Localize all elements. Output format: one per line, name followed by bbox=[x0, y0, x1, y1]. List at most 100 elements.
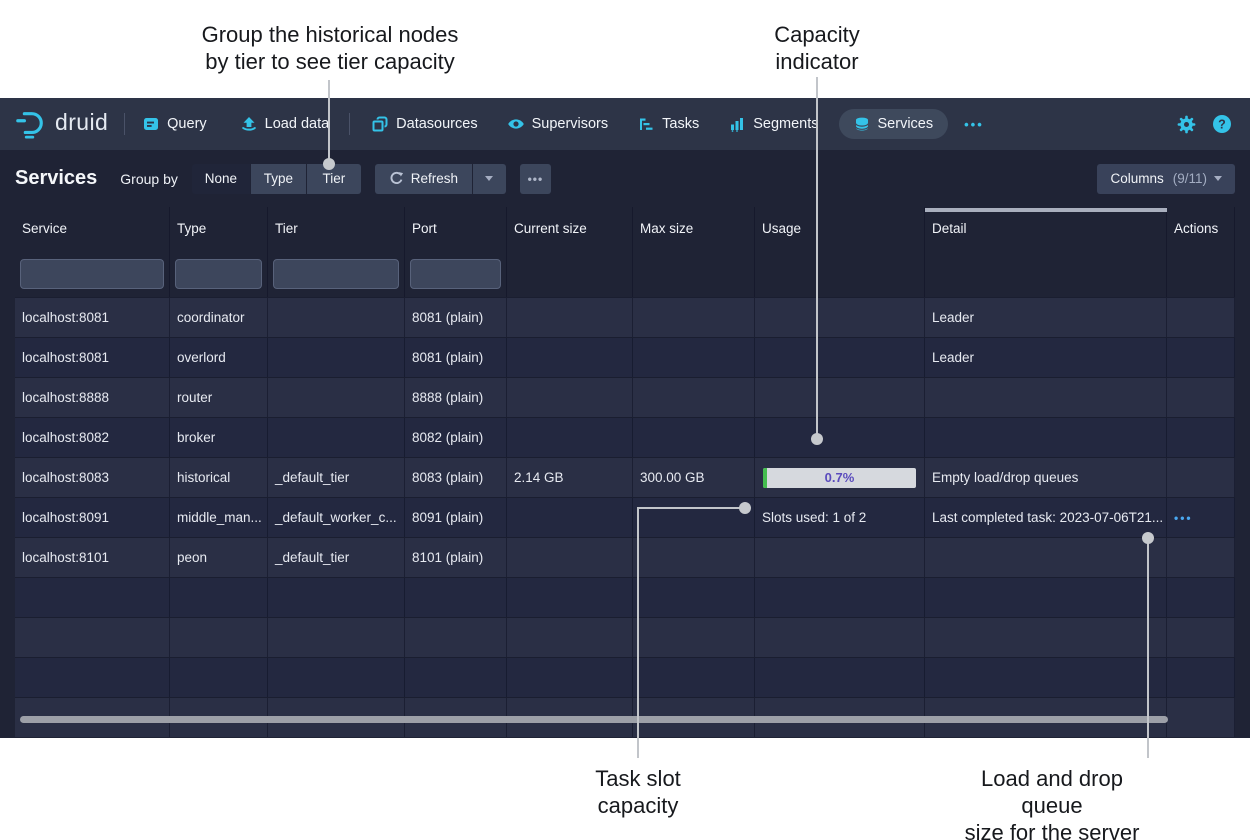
table-header-row: Service Type Tier Port Current size Max … bbox=[15, 207, 1235, 250]
cell-max-size bbox=[633, 418, 755, 457]
nav-item-tasks[interactable]: Tasks bbox=[638, 116, 699, 132]
annotation-task-slot-capacity: Task slot capacity bbox=[595, 766, 681, 818]
nav-item-segments[interactable]: Segments bbox=[729, 116, 819, 132]
cell-actions bbox=[1167, 338, 1235, 377]
columns-button[interactable]: Columns (9/11) bbox=[1097, 163, 1235, 194]
nav-item-supervisors[interactable]: Supervisors bbox=[507, 116, 608, 132]
druid-logo-text: druid bbox=[55, 109, 109, 135]
table-row-historical: localhost:8083 historical _default_tier … bbox=[15, 457, 1235, 497]
druid-logo[interactable]: druid bbox=[14, 109, 108, 139]
refresh-options-button[interactable] bbox=[472, 163, 506, 194]
cell-usage bbox=[755, 418, 925, 457]
callout-dot-loaddrop bbox=[1142, 532, 1154, 544]
cell-tier bbox=[268, 418, 405, 457]
column-header-usage[interactable]: Usage bbox=[755, 207, 925, 250]
type-filter-input[interactable] bbox=[175, 258, 262, 289]
cell-current-size bbox=[507, 498, 633, 537]
cell-service: localhost:8101 bbox=[15, 538, 170, 577]
callout-line-taskslot-horizontal bbox=[637, 507, 743, 509]
empty-table-row bbox=[15, 577, 1235, 617]
datasources-icon bbox=[372, 116, 388, 132]
group-by-label: Group by bbox=[120, 170, 178, 187]
cell-tier bbox=[268, 378, 405, 417]
column-header-current-size[interactable]: Current size bbox=[507, 207, 633, 250]
usage-progress-bar: 0.7% bbox=[763, 467, 916, 488]
nav-more-button[interactable]: ••• bbox=[964, 116, 984, 132]
cell-actions: ••• bbox=[1167, 498, 1235, 537]
column-header-max-size[interactable]: Max size bbox=[633, 207, 755, 250]
cell-port: 8082 (plain) bbox=[405, 418, 507, 457]
cell-tier: _default_tier bbox=[268, 458, 405, 497]
row-actions-menu-icon[interactable]: ••• bbox=[1174, 510, 1193, 525]
callout-dot-capacity bbox=[811, 433, 823, 445]
supervisors-icon bbox=[507, 116, 524, 132]
cell-detail bbox=[925, 418, 1167, 457]
help-icon[interactable]: ? bbox=[1212, 114, 1232, 134]
tier-filter-input[interactable] bbox=[273, 258, 399, 289]
callout-dot-taskslot bbox=[739, 502, 751, 514]
nav-item-query[interactable]: Query bbox=[143, 116, 207, 132]
cell-port: 8083 (plain) bbox=[405, 458, 507, 497]
cell-port: 8091 (plain) bbox=[405, 498, 507, 537]
settings-gear-icon[interactable] bbox=[1177, 115, 1196, 134]
cell-detail: Empty load/drop queues bbox=[925, 458, 1167, 497]
usage-progress-fill bbox=[763, 467, 767, 488]
nav-item-load-data[interactable]: Load data bbox=[241, 116, 329, 132]
usage-percent-label: 0.7% bbox=[824, 470, 855, 485]
cell-service: localhost:8081 bbox=[15, 338, 170, 377]
druid-logo-icon bbox=[14, 109, 46, 139]
cell-detail: Leader bbox=[925, 298, 1167, 337]
cell-usage bbox=[755, 338, 925, 377]
cell-max-size bbox=[633, 298, 755, 337]
cell-usage: Slots used: 1 of 2 bbox=[755, 498, 925, 537]
header-more-button[interactable]: ••• bbox=[519, 163, 551, 194]
cell-current-size bbox=[507, 538, 633, 577]
cell-tier bbox=[268, 298, 405, 337]
annotation-capacity-indicator: Capacity indicator bbox=[774, 22, 860, 74]
cell-type: historical bbox=[170, 458, 268, 497]
chevron-down-icon bbox=[1214, 176, 1222, 181]
cell-service: localhost:8081 bbox=[15, 298, 170, 337]
nav-item-label: Tasks bbox=[662, 116, 700, 132]
services-icon bbox=[854, 116, 870, 132]
column-header-service[interactable]: Service bbox=[15, 207, 170, 250]
navbar-divider bbox=[124, 113, 126, 135]
callout-line-taskslot-vertical bbox=[637, 508, 639, 758]
tasks-icon bbox=[638, 116, 654, 132]
cell-actions bbox=[1167, 418, 1235, 457]
nav-item-label: Datasources bbox=[396, 116, 478, 132]
services-view: Services Group by None Type Tier Refresh bbox=[0, 150, 1250, 738]
port-filter-input[interactable] bbox=[410, 258, 501, 289]
services-header-bar: Services Group by None Type Tier Refresh bbox=[0, 150, 1250, 207]
cell-service: localhost:8888 bbox=[15, 378, 170, 417]
nav-item-services-active[interactable]: Services bbox=[838, 109, 949, 139]
table-row-router: localhost:8888 router 8888 (plain) bbox=[15, 377, 1235, 417]
cell-tier bbox=[268, 338, 405, 377]
cell-port: 8081 (plain) bbox=[405, 338, 507, 377]
service-filter-input[interactable] bbox=[20, 258, 164, 289]
cell-port: 8888 (plain) bbox=[405, 378, 507, 417]
cell-detail bbox=[925, 378, 1167, 417]
refresh-button[interactable]: Refresh bbox=[374, 163, 472, 194]
column-header-type[interactable]: Type bbox=[170, 207, 268, 250]
nav-item-datasources[interactable]: Datasources bbox=[372, 116, 478, 132]
services-table: Service Type Tier Port Current size Max … bbox=[15, 207, 1235, 737]
table-row-broker: localhost:8082 broker 8082 (plain) bbox=[15, 417, 1235, 457]
cell-usage bbox=[755, 298, 925, 337]
cell-usage bbox=[755, 538, 925, 577]
group-by-type-button[interactable]: Type bbox=[250, 163, 306, 194]
column-header-port[interactable]: Port bbox=[405, 207, 507, 250]
horizontal-scrollbar[interactable] bbox=[20, 716, 1168, 723]
top-navbar: druid Query bbox=[0, 98, 1250, 150]
group-by-tier-button[interactable]: Tier bbox=[306, 163, 361, 194]
nav-item-label: Services bbox=[877, 116, 934, 132]
cell-max-size bbox=[633, 378, 755, 417]
column-header-tier[interactable]: Tier bbox=[268, 207, 405, 250]
column-header-detail[interactable]: Detail bbox=[925, 207, 1167, 250]
group-by-none-button[interactable]: None bbox=[191, 163, 250, 194]
column-header-actions[interactable]: Actions bbox=[1167, 207, 1235, 250]
empty-table-row bbox=[15, 657, 1235, 697]
cell-tier: _default_worker_c... bbox=[268, 498, 405, 537]
table-row-peon: localhost:8101 peon _default_tier 8101 (… bbox=[15, 537, 1235, 577]
